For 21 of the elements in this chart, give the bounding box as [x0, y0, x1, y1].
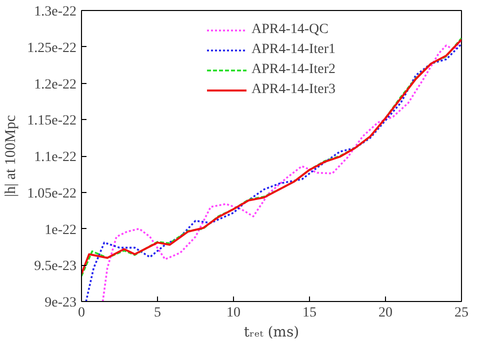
x-tick-label: 5: [154, 306, 161, 320]
legend-label: APR4-14-Iter1: [252, 42, 336, 58]
y-tick-label: 1e-22: [44, 222, 77, 238]
x-tick-label: 20: [378, 306, 392, 320]
x-tick-label: 15: [302, 306, 316, 320]
legend-label: APR4-14-Iter2: [252, 62, 336, 78]
x-tick-label: 10: [226, 306, 240, 320]
legend-label: APR4-14-Iter3: [252, 82, 336, 98]
y-tick-label: 1.3e-22: [34, 4, 77, 20]
x-tick-label: 25: [454, 306, 468, 320]
y-tick-label: 1.1e-22: [34, 150, 77, 165]
x-tick-label: 0: [78, 306, 85, 320]
y-tick-label: 9.5e-23: [34, 259, 77, 274]
legend-label: APR4-14-QC: [252, 22, 329, 38]
y-tick-label: 1.05e-22: [27, 186, 77, 202]
y-tick-label: 1.15e-22: [27, 114, 77, 129]
x-axis-title: tᵣₑₜ (ms): [244, 324, 300, 340]
y-tick-label: 9e-23: [44, 296, 77, 310]
y-tick-label: 1.25e-22: [27, 40, 77, 56]
y-tick-label: 1.2e-22: [34, 77, 77, 92]
y-axis-title: |h| at 100Mpc: [3, 114, 20, 197]
